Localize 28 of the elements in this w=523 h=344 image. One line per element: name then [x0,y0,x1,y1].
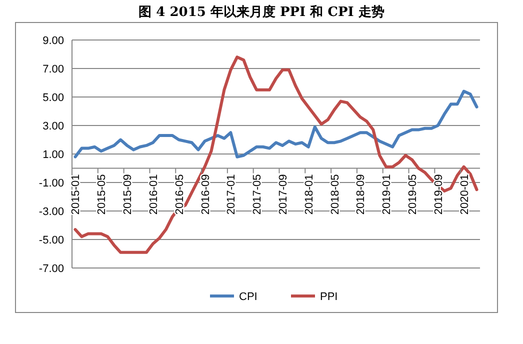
y-tick-label: -7.00 [38,263,64,275]
y-tick-label: 1.00 [42,149,64,161]
x-tick-label: 2015-09 [122,174,134,215]
x-tick-label: 2017-01 [226,174,238,215]
x-tick-label: 2017-09 [277,174,290,215]
legend-label: CPI [239,291,258,303]
y-tick-label: -3.00 [38,206,64,218]
y-tick-label: -5.00 [38,234,64,246]
legend-label: PPI [320,291,338,303]
x-tick-label: 2018-05 [329,174,342,215]
x-tick-label: 2016-05 [174,174,186,215]
x-tick-label: 2016-01 [148,174,160,215]
y-tick-label: 9.00 [42,35,64,47]
y-tick-label: -1.00 [38,178,64,190]
x-tick-label: 2019-05 [407,174,419,215]
x-tick-label: 2019-09 [432,174,445,215]
x-tick-label: 2015-01 [70,174,82,215]
x-tick-label: 2018-09 [355,174,368,215]
x-tick-label: 2020-01 [458,174,471,215]
x-tick-label: 2015-05 [96,174,108,215]
chart-title: 图 4 2015 年以来月度 PPI 和 CPI 走势 [138,4,384,20]
y-tick-label: 7.00 [42,64,64,76]
y-tick-label: 3.00 [42,120,64,132]
x-tick-label: 2016-09 [200,174,212,215]
x-tick-label: 2018-01 [303,174,316,215]
x-tick-label: 2019-01 [381,174,394,215]
x-tick-label: 2017-05 [252,174,264,215]
y-tick-label: 5.00 [42,92,64,104]
